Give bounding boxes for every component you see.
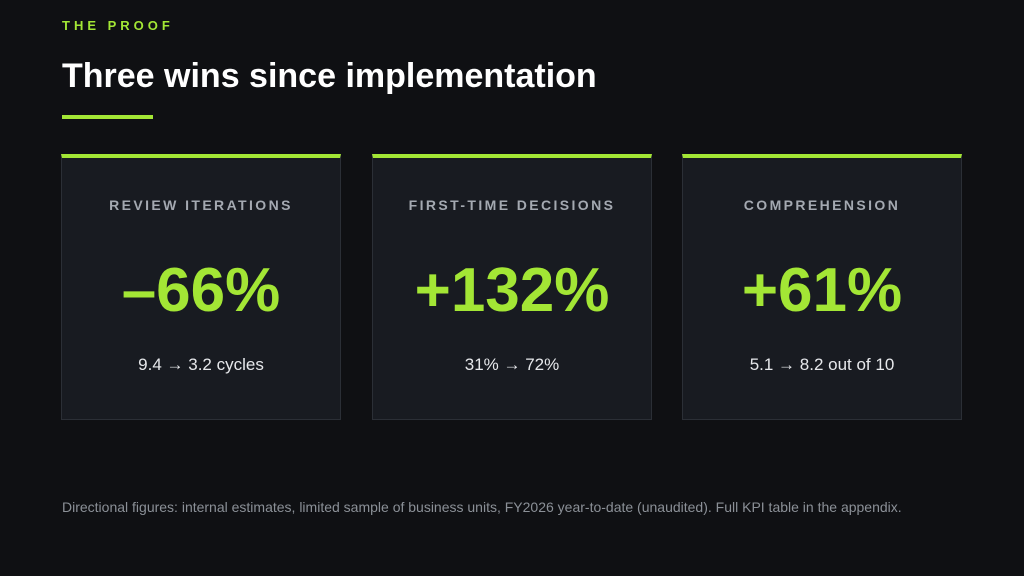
title-accent-rule: [62, 115, 153, 119]
kpi-card-review-iterations: REVIEW ITERATIONS –66% 9.4 → 3.2 cycles: [61, 154, 341, 420]
footnote: Directional figures: internal estimates,…: [62, 499, 902, 515]
kpi-card-detail: 31% → 72%: [464, 355, 560, 374]
kpi-card-value: –66%: [121, 256, 281, 325]
kpi-card-value: +61%: [741, 256, 903, 325]
kpi-card-value: +132%: [414, 256, 610, 325]
kpi-card-detail: 5.1 → 8.2 out of 10: [749, 355, 895, 374]
section-eyebrow: THE PROOF: [62, 18, 174, 33]
kpi-card-first-time-decisions: FIRST-TIME DECISIONS +132% 31% → 72%: [372, 154, 652, 420]
kpi-card-label: REVIEW ITERATIONS: [109, 197, 293, 213]
kpi-card-detail: 9.4 → 3.2 cycles: [138, 355, 264, 374]
slide-title: Three wins since implementation: [62, 57, 597, 95]
kpi-card-comprehension: COMPREHENSION +61% 5.1 → 8.2 out of 10: [682, 154, 962, 420]
kpi-card-label: COMPREHENSION: [743, 197, 901, 213]
kpi-card-label: FIRST-TIME DECISIONS: [408, 197, 616, 213]
